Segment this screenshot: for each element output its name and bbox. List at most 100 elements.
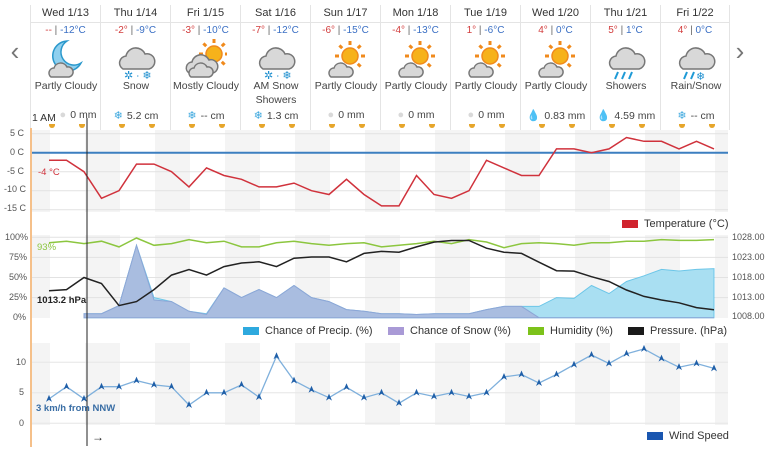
low-temp: -6°C <box>484 25 505 36</box>
legend-swatch <box>528 327 544 335</box>
legend-snow[interactable]: Chance of Snow (%) <box>388 325 511 337</box>
sunset-icon <box>639 124 645 128</box>
condition-label: Partly Cloudy <box>314 80 378 92</box>
tick-label: 1023.00 <box>732 252 765 262</box>
day-temperatures: -- | -12°C <box>31 25 100 36</box>
day-column[interactable]: Fri 1/15 -3° | -10°C Mostly Cloudy ❄ -- c… <box>170 5 240 130</box>
condition-label: Partly Cloudy <box>524 80 588 92</box>
day-column[interactable]: Sun 1/17 -6° | -15°C Partly Cloudy ● 0 mm <box>310 5 380 130</box>
precip-value: 0.83 mm <box>544 110 586 122</box>
wind-direction-marker <box>221 388 227 396</box>
condition-label: Showers <box>605 80 647 92</box>
no-precip-icon: ● <box>327 109 335 121</box>
day-column[interactable]: Wed 1/20 4° | 0°C Partly Cloudy 💧 0.83 mm <box>520 5 590 130</box>
day-temperatures: 4° | 0°C <box>521 25 590 36</box>
day-temperatures: -4° | -13°C <box>381 25 450 36</box>
low-temp: -12°C <box>60 25 86 36</box>
wind-direction-marker <box>273 352 280 360</box>
sunrise-icon <box>49 124 55 128</box>
no-precip-icon: ● <box>59 109 67 121</box>
day-band <box>540 343 575 425</box>
temp-separator: | <box>687 25 696 36</box>
temp-separator: | <box>195 25 204 36</box>
day-band <box>610 130 645 212</box>
tick-label: -15 C <box>4 203 27 213</box>
wind-direction-marker <box>641 344 647 352</box>
day-column[interactable]: Thu 1/14 -2° | -9°C ✲ ∙ ❄ Snow ❄ 5.2 cm <box>100 5 170 130</box>
legend-label: Humidity (%) <box>550 325 613 337</box>
sunrise-icon <box>609 124 615 128</box>
low-temp: 0°C <box>695 25 713 36</box>
sun-cloud-icon <box>465 39 507 79</box>
high-temp: -4° <box>392 25 406 36</box>
legend-pressure[interactable]: Pressure. (hPa) <box>628 325 727 337</box>
tick-label: 0 C <box>10 147 25 157</box>
sunrise-icon <box>119 124 125 128</box>
day-band <box>470 235 505 318</box>
day-column[interactable]: Fri 1/22 4° | 0°C ❄ Rain/Snow ❄ -- cm <box>660 5 730 130</box>
wind-direction-marker <box>168 382 175 390</box>
low-temp: -12°C <box>273 25 299 36</box>
sunset-icon <box>709 124 715 128</box>
wind-direction-marker <box>448 388 455 396</box>
day-label: Thu 1/21 <box>591 5 660 23</box>
wind-direction-marker <box>588 350 595 358</box>
pressure-line <box>48 239 715 311</box>
sunset-icon <box>149 124 155 128</box>
tick-label: -10 C <box>4 184 27 194</box>
sunrise-icon <box>469 124 475 128</box>
day-band <box>470 343 505 425</box>
temp-separator: | <box>476 25 485 36</box>
sunrise-icon <box>259 124 265 128</box>
low-temp: -13°C <box>413 25 439 36</box>
legend-temperature[interactable]: Temperature (°C) <box>622 218 728 230</box>
wind-direction-marker <box>46 394 52 402</box>
temp-separator: | <box>265 25 274 36</box>
temp-separator: | <box>51 25 61 36</box>
day-band <box>50 130 85 212</box>
day-column[interactable]: Mon 1/18 -4° | -13°C Partly Cloudy ● 0 mm <box>380 5 450 130</box>
day-column[interactable]: Sat 1/16 -7° | -12°C ✲ ∙ ❄ AM Snow Showe… <box>240 5 310 130</box>
cursor-wind-label: 3 km/h from NNW <box>36 403 116 414</box>
high-temp: 5° <box>608 25 618 36</box>
previous-days-button[interactable]: ‹ <box>10 36 20 66</box>
low-temp: 1°C <box>625 25 643 36</box>
legend-wind[interactable]: Wind Speed <box>647 430 729 442</box>
precip-amount: ● 0 mm <box>311 109 381 121</box>
high-temp: 4° <box>538 25 548 36</box>
high-temp: -7° <box>252 25 266 36</box>
day-label: Fri 1/15 <box>171 5 240 23</box>
legend-humidity[interactable]: Humidity (%) <box>528 325 613 337</box>
sunset-icon <box>289 124 295 128</box>
temp-separator: | <box>405 25 414 36</box>
wind-direction-marker <box>431 392 437 400</box>
wind-direction-marker <box>98 382 105 390</box>
no-precip-icon: ● <box>397 109 405 121</box>
wind-direction-marker <box>676 363 682 371</box>
day-column[interactable]: Thu 1/21 5° | 1°C Showers 💧 4.59 mm <box>590 5 660 130</box>
sunset-icon <box>499 124 505 128</box>
sunset-icon <box>219 124 225 128</box>
snow-chance-area <box>83 243 714 319</box>
high-temp: 4° <box>677 25 688 36</box>
day-column[interactable]: Wed 1/13 -- | -12°C Partly Cloudy ● 0 mm <box>30 5 100 130</box>
precip-value: 0 mm <box>408 109 435 121</box>
precip-amount: ❄ -- cm <box>171 109 241 122</box>
tick-label: 0% <box>13 312 27 322</box>
drop-icon: 💧 <box>526 110 541 122</box>
wind-direction-marker <box>343 383 350 391</box>
cursor-time-label: 1 AM <box>32 112 56 124</box>
precip-value: 0 mm <box>338 109 365 121</box>
wind-direction-marker <box>413 388 420 396</box>
condition-label: Partly Cloudy <box>454 80 518 92</box>
wind-direction-marker <box>81 394 87 402</box>
precip-amount: 💧 4.59 mm <box>591 109 661 122</box>
precip-amount: ❄ 1.3 cm <box>241 109 311 122</box>
next-days-button[interactable]: › <box>735 36 745 66</box>
low-temp: 0°C <box>555 25 573 36</box>
sun-cloud-icon <box>325 39 367 79</box>
day-column[interactable]: Tue 1/19 1° | -6°C Partly Cloudy ● 0 mm <box>450 5 520 130</box>
legend-precip[interactable]: Chance of Precip. (%) <box>243 325 373 337</box>
wind-direction-marker <box>116 382 122 390</box>
